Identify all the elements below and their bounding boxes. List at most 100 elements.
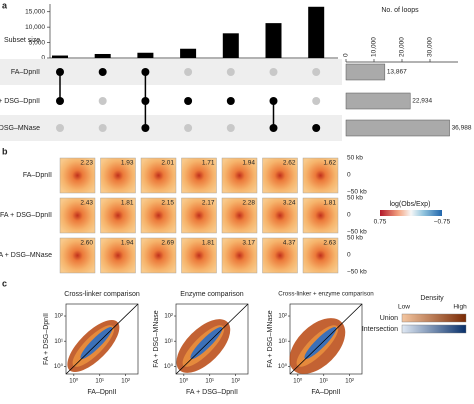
colorbar-tick: −0.75	[434, 219, 451, 226]
apa-score: 2.62	[283, 160, 296, 167]
x-tick-label: 10¹	[95, 379, 104, 385]
bar	[94, 53, 111, 58]
y-tick-label: 10,000	[25, 24, 45, 31]
set-dot	[141, 124, 150, 132]
row-label: FA + DSG–MNase	[0, 125, 40, 132]
apa-score: 1.71	[202, 160, 215, 167]
set-dot	[98, 124, 107, 132]
bar	[222, 33, 239, 58]
x-tick-label: 10¹	[319, 379, 328, 385]
apa-score: 1.93	[121, 160, 134, 167]
x-tick-label: 10⁰	[293, 378, 303, 385]
x-tick-label: 20,000	[399, 37, 406, 57]
value-label: 13,867	[387, 69, 407, 76]
apa-score: 2.69	[161, 240, 174, 247]
y-axis-label: FA + DSG–MNase	[153, 310, 160, 367]
apa-score: 1.94	[242, 160, 255, 167]
set-dot	[312, 97, 321, 105]
y-tick-label: 10²	[164, 314, 173, 320]
y-tick-label: 10⁰	[164, 363, 174, 370]
apa-tile	[181, 157, 217, 194]
x-tick-label: 10²	[231, 379, 240, 385]
apa-score: 3.24	[283, 200, 296, 207]
apa-score: 4.37	[283, 240, 296, 247]
set-dot	[98, 97, 107, 105]
plot-frame	[289, 303, 363, 375]
legend-row: Intersection	[362, 326, 398, 333]
x-tick-label: 10,000	[371, 37, 378, 57]
set-dot	[226, 97, 235, 105]
apa-tile	[262, 197, 298, 234]
y-axis-label: FA + DSG–MNase	[267, 310, 274, 367]
apa-tile	[221, 197, 258, 234]
density-cloud	[67, 320, 120, 372]
bar	[180, 48, 197, 58]
panel-label: b	[2, 146, 8, 156]
legend-row: Union	[380, 315, 398, 322]
bar	[137, 52, 154, 58]
side-tick: 50 kb	[347, 195, 363, 202]
row-stripe	[0, 88, 342, 110]
set-dot	[312, 68, 321, 76]
apa-tile	[100, 197, 136, 234]
apa-tile	[100, 237, 136, 274]
bar	[308, 6, 325, 59]
panel-label: c	[2, 278, 7, 288]
colorbar-tick: 0.75	[374, 219, 387, 226]
bar	[265, 23, 282, 58]
side-tick: −50 kb	[347, 229, 367, 236]
colorbar	[380, 210, 442, 216]
plot-frame	[65, 303, 139, 375]
intersection-cloud	[190, 327, 223, 359]
set-dot	[312, 124, 321, 132]
apa-score: 1.94	[121, 240, 134, 247]
value-label: 22,934	[412, 98, 432, 105]
y-tick-label: 10¹	[164, 339, 173, 345]
y-tick-label: 10²	[54, 314, 63, 320]
apa-score: 2.23	[80, 160, 93, 167]
y-tick-label: 15,000	[25, 8, 45, 15]
y-tick-label: 10¹	[54, 339, 63, 345]
value-label: 36,988	[452, 125, 472, 132]
apa-tile	[302, 157, 339, 194]
x-tick-label: 10⁰	[179, 378, 189, 385]
apa-tile	[262, 157, 298, 194]
diagonal	[65, 303, 139, 375]
bar	[345, 92, 411, 110]
apa-score: 2.60	[80, 240, 93, 247]
row-label: FA + DSG–MNase	[0, 252, 52, 259]
x-axis-label: FA + DSG–DpnII	[186, 389, 238, 396]
y-tick-label: 5,000	[29, 39, 46, 46]
apa-score: 3.17	[242, 240, 255, 247]
apa-tile	[140, 197, 177, 234]
x-tick-label: 10⁰	[69, 378, 79, 385]
legend-high: High	[453, 304, 467, 311]
y-tick-label: 0	[41, 55, 45, 62]
diagonal	[289, 303, 363, 375]
side-tick: −50 kb	[347, 269, 367, 276]
set-dot	[226, 68, 235, 76]
apa-score: 2.63	[323, 240, 336, 247]
axis-title: No. of loops	[381, 7, 419, 14]
apa-tile	[140, 237, 177, 274]
set-dot	[141, 68, 150, 76]
set-dot	[269, 124, 278, 132]
diagonal	[175, 303, 249, 375]
row-label: FA + DSG–DpnII	[0, 98, 40, 105]
apa-score: 2.15	[161, 200, 174, 207]
side-tick: 0	[347, 212, 351, 219]
set-dot	[269, 97, 278, 105]
x-tick-label: 10¹	[205, 379, 214, 385]
y-tick-label: 10²	[278, 314, 287, 320]
set-dot	[226, 124, 235, 132]
set-dot	[184, 124, 193, 132]
row-label: FA–DpnII	[11, 69, 40, 76]
apa-tile	[221, 237, 258, 274]
apa-score: 1.81	[121, 200, 134, 207]
panel-label: a	[2, 0, 8, 10]
apa-tile	[59, 237, 96, 274]
apa-score: 2.43	[80, 200, 93, 207]
set-dot	[184, 68, 193, 76]
bar	[345, 63, 386, 81]
